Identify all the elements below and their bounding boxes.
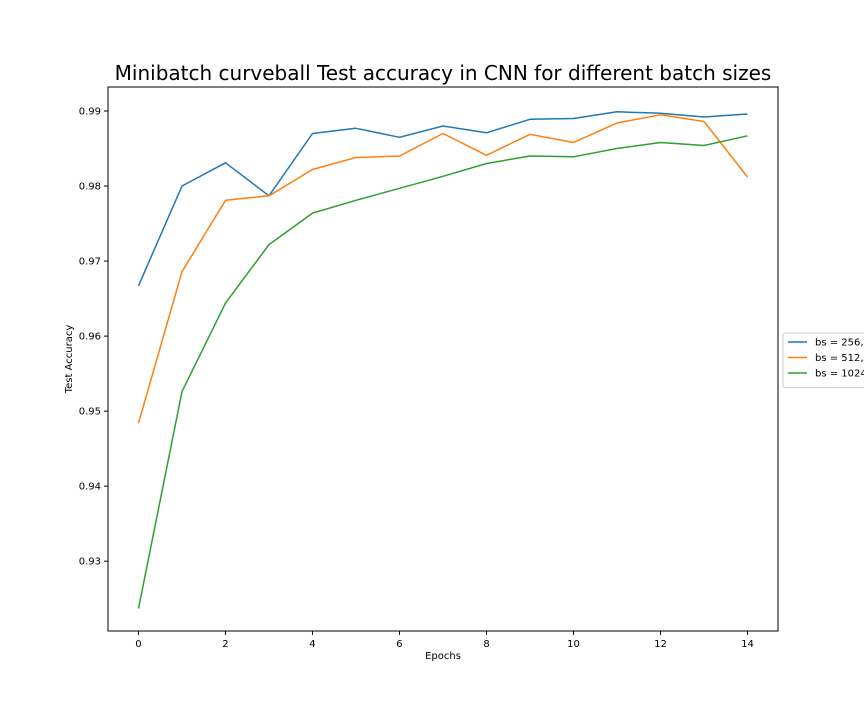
y-tick-label: 0.96: [79, 332, 101, 343]
x-tick-label: 4: [309, 639, 315, 650]
series-line-1: [137, 114, 749, 424]
legend-label-0: bs = 256,: [815, 338, 864, 349]
x-tick-label: 0: [135, 639, 141, 650]
y-tick-label: 0.93: [79, 557, 101, 568]
x-tick-label: 2: [222, 639, 228, 650]
y-tick-label: 0.97: [79, 257, 101, 268]
y-tick-label: 0.99: [79, 107, 101, 118]
x-tick-label: 8: [483, 639, 489, 650]
legend: bs = 256, bs = 512, bs = 1024: [782, 332, 864, 388]
y-axis-label: Test Accuracy: [64, 325, 75, 395]
y-axis: 0.93 0.94 0.95 0.96 0.97 0.98 0.99: [79, 107, 108, 568]
x-tick-label: 12: [654, 639, 667, 650]
x-axis: 0 2 4 6 8 10 12 14: [135, 631, 754, 650]
x-axis-label: Epochs: [425, 651, 461, 662]
x-tick-label: 10: [567, 639, 580, 650]
y-tick-label: 0.98: [79, 182, 101, 193]
series-line-2: [137, 135, 748, 609]
y-tick-label: 0.95: [79, 407, 101, 418]
legend-label-2: bs = 1024: [815, 369, 864, 380]
legend-box: [782, 332, 864, 388]
plot-area: [107, 86, 779, 632]
chart-title: Minibatch curveball Test accuracy in CNN…: [115, 61, 772, 85]
y-tick-label: 0.94: [79, 482, 101, 493]
x-tick-label: 6: [396, 639, 402, 650]
legend-label-1: bs = 512,: [815, 353, 864, 364]
series-lines: [137, 111, 749, 609]
series-line-0: [137, 111, 748, 287]
x-tick-label: 14: [741, 639, 754, 650]
